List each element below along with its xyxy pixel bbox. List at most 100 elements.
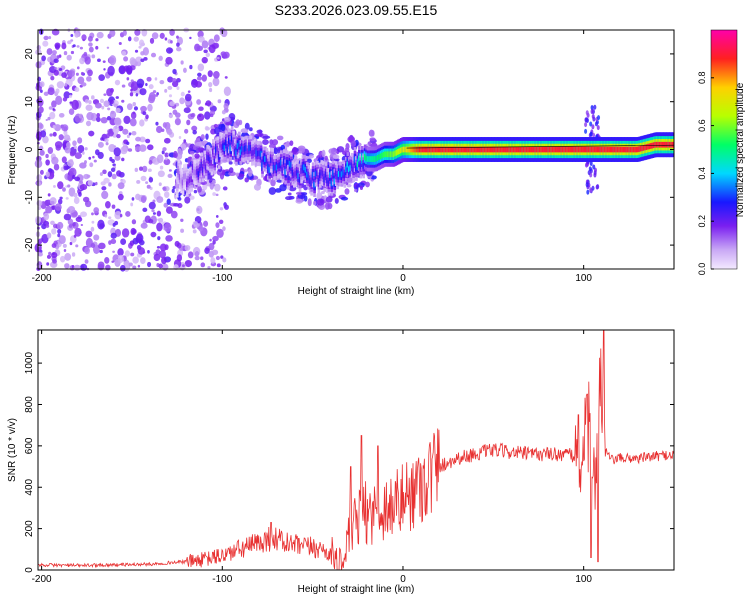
heatmap-cell bbox=[470, 146, 474, 153]
heatmap-cell bbox=[276, 135, 284, 141]
heatmap-cell bbox=[223, 102, 229, 110]
heatmap-cell bbox=[124, 250, 131, 257]
heatmap-cell bbox=[262, 135, 271, 139]
heatmap-cell bbox=[178, 136, 182, 140]
heatmap-cell bbox=[79, 184, 88, 191]
heatmap-cell bbox=[223, 51, 230, 59]
heatmap-cell bbox=[103, 93, 107, 96]
heatmap-cell bbox=[49, 111, 56, 120]
heatmap-cell bbox=[58, 198, 63, 205]
heatmap-cell bbox=[631, 146, 634, 153]
heatmap-cell bbox=[205, 126, 211, 131]
heatmap-cell bbox=[340, 196, 349, 201]
heatmap-cell bbox=[148, 218, 154, 224]
heatmap-cell bbox=[38, 106, 44, 114]
heatmap-cell bbox=[99, 249, 103, 254]
heatmap-cell bbox=[53, 163, 60, 171]
heatmap-cell bbox=[447, 146, 451, 153]
heatmap-cell bbox=[123, 56, 129, 62]
heatmap-cell bbox=[345, 166, 348, 173]
spectrogram-heatmap bbox=[34, 27, 675, 272]
heatmap-cell bbox=[129, 118, 137, 127]
heatmap-cell bbox=[354, 188, 358, 192]
heatmap-cell bbox=[73, 145, 78, 150]
heatmap-cell bbox=[378, 154, 381, 161]
heatmap-cell bbox=[131, 130, 137, 136]
heatmap-cell bbox=[343, 172, 347, 179]
heatmap-cell bbox=[246, 148, 250, 155]
heatmap-cell bbox=[68, 108, 75, 116]
heatmap-cell bbox=[90, 226, 95, 232]
heatmap-cell bbox=[120, 264, 126, 272]
heatmap-cell bbox=[122, 30, 127, 36]
heatmap-cell bbox=[247, 168, 253, 177]
heatmap-cell bbox=[192, 229, 197, 234]
heatmap-cell bbox=[489, 146, 493, 153]
heatmap-cell bbox=[98, 242, 106, 250]
heatmap-cell bbox=[425, 146, 429, 153]
heatmap-cell bbox=[187, 178, 191, 185]
heatmap-cell bbox=[584, 162, 588, 168]
heatmap-cell bbox=[98, 74, 105, 81]
heatmap-cell bbox=[74, 31, 80, 38]
heatmap-cell bbox=[92, 155, 95, 159]
heatmap-cell bbox=[558, 146, 562, 153]
heatmap-cell bbox=[104, 213, 108, 218]
heatmap-cell bbox=[91, 54, 96, 59]
heatmap-cell bbox=[132, 265, 137, 270]
heatmap-cell bbox=[76, 66, 80, 70]
x-tick-label: 0 bbox=[400, 273, 406, 284]
heatmap-cell bbox=[67, 159, 74, 167]
heatmap-cell bbox=[514, 146, 517, 153]
heatmap-cell bbox=[593, 170, 597, 176]
colorbar-tick-label: 0.4 bbox=[697, 167, 707, 180]
heatmap-cell bbox=[97, 261, 105, 269]
heatmap-cell bbox=[196, 45, 204, 52]
heatmap-cell bbox=[201, 56, 208, 64]
snr-series-line bbox=[37, 329, 674, 571]
heatmap-cell bbox=[96, 116, 101, 123]
heatmap-cell bbox=[121, 157, 125, 162]
heatmap-cell bbox=[158, 55, 163, 61]
heatmap-cell bbox=[96, 113, 101, 118]
heatmap-cell bbox=[196, 99, 202, 105]
heatmap-cell bbox=[384, 151, 387, 158]
heatmap-cell bbox=[225, 139, 228, 146]
heatmap-cell bbox=[88, 100, 92, 105]
heatmap-cell bbox=[73, 234, 77, 238]
heatmap-cell bbox=[256, 129, 263, 134]
heatmap-cell bbox=[194, 153, 200, 159]
heatmap-cell bbox=[443, 146, 446, 153]
heatmap-cell bbox=[69, 151, 76, 157]
heatmap-cell bbox=[52, 108, 55, 111]
heatmap-cell bbox=[120, 238, 127, 246]
heatmap-cell bbox=[139, 119, 145, 127]
heatmap-cell bbox=[130, 227, 137, 236]
heatmap-cell bbox=[606, 146, 610, 153]
heatmap-cell bbox=[194, 251, 200, 257]
heatmap-cell bbox=[62, 187, 66, 192]
heatmap-cell bbox=[99, 172, 104, 177]
heatmap-cell bbox=[145, 83, 148, 87]
heatmap-cell bbox=[505, 146, 509, 153]
heatmap-cell bbox=[571, 146, 575, 153]
heatmap-cell bbox=[594, 121, 598, 127]
heatmap-cell bbox=[209, 182, 215, 190]
heatmap-cell bbox=[177, 168, 180, 175]
heatmap-cell bbox=[51, 243, 57, 249]
heatmap-cell bbox=[385, 151, 389, 158]
heatmap-cell bbox=[206, 154, 209, 161]
heatmap-cell bbox=[42, 135, 49, 144]
heatmap-cell bbox=[230, 135, 234, 142]
heatmap-cell bbox=[270, 178, 276, 187]
heatmap-cell bbox=[116, 134, 121, 139]
heatmap-cell bbox=[252, 149, 256, 156]
heatmap-cell bbox=[307, 174, 311, 181]
heatmap-cell bbox=[530, 146, 533, 153]
heatmap-cell bbox=[149, 37, 155, 44]
heatmap-cell bbox=[37, 206, 41, 211]
heatmap-cell bbox=[151, 209, 155, 213]
heatmap-cell bbox=[284, 168, 287, 175]
heatmap-cell bbox=[152, 212, 156, 215]
heatmap-cell bbox=[126, 141, 130, 146]
